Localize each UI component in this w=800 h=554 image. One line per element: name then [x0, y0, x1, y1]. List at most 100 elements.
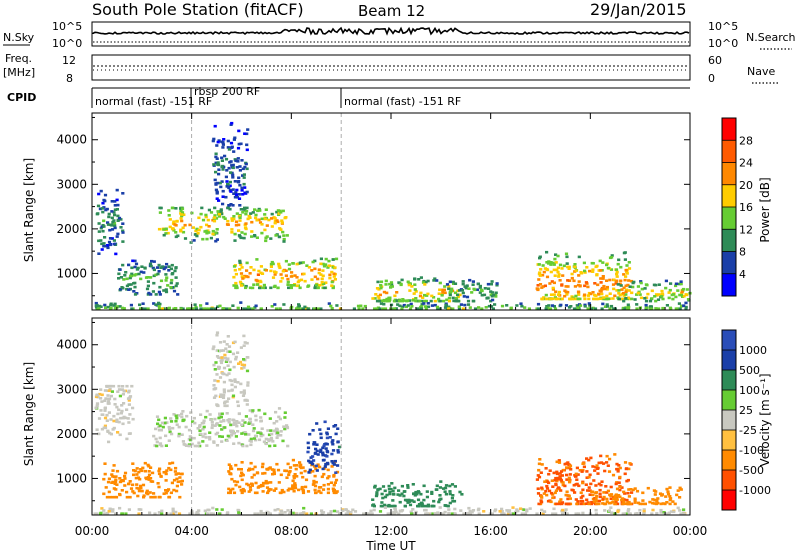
heatmap-cell: [432, 499, 436, 503]
heatmap-cell: [261, 286, 265, 290]
heatmap-cell: [245, 190, 249, 194]
heatmap-cell: [433, 303, 437, 307]
heatmap-cell: [107, 440, 111, 444]
heatmap-cell: [222, 366, 227, 370]
heatmap-cell: [312, 481, 316, 485]
heatmap-cell: [249, 437, 253, 441]
heatmap-cell: [611, 500, 615, 504]
heatmap-cell: [184, 444, 189, 447]
heatmap-cell: [332, 483, 336, 487]
heatmap-cell: [626, 283, 630, 287]
heatmap-cell: [97, 307, 101, 310]
heatmap-cell: [119, 226, 123, 229]
heatmap-cell: [551, 261, 555, 265]
heatmap-cell: [612, 497, 616, 501]
heatmap-cell: [237, 193, 241, 196]
heatmap-cell: [181, 307, 185, 310]
heatmap-cell: [149, 264, 153, 268]
heatmap-cell: [98, 392, 102, 396]
heatmap-cell: [601, 497, 605, 501]
heatmap-cell: [228, 491, 232, 495]
heatmap-cell: [184, 425, 188, 429]
heatmap-cell: [181, 440, 185, 443]
heatmap-cell: [297, 304, 301, 308]
heatmap-cell: [627, 502, 631, 506]
heatmap-cell: [567, 502, 571, 506]
heatmap-cell: [174, 207, 178, 210]
heatmap-cell: [128, 276, 132, 280]
heatmap-cell: [259, 271, 263, 275]
heatmap-cell: [430, 490, 434, 494]
heatmap-cell: [219, 208, 223, 211]
heatmap-cell: [242, 236, 246, 240]
heatmap-cell: [403, 498, 408, 502]
heatmap-cell: [493, 303, 497, 306]
heatmap-cell: [277, 481, 281, 484]
heatmap-cell: [480, 293, 484, 297]
heatmap-cell: [136, 266, 140, 270]
heatmap-cell: [262, 440, 266, 444]
heatmap-cell: [242, 182, 246, 186]
heatmap-cell: [331, 286, 335, 290]
heatmap-cell: [135, 268, 139, 271]
nave-label: Nave: [747, 65, 775, 78]
heatmap-cell: [502, 512, 506, 515]
heatmap-cell: [122, 402, 126, 405]
heatmap-cell: [133, 259, 137, 263]
heatmap-cell: [255, 491, 259, 495]
heatmap-cell: [495, 282, 499, 285]
heatmap-cell: [245, 143, 249, 147]
heatmap-cell: [247, 469, 251, 472]
heatmap-cell: [176, 234, 180, 238]
heatmap-cell: [621, 502, 625, 506]
heatmap-cell: [239, 391, 243, 394]
heatmap-cell: [276, 508, 280, 511]
heatmap-cell: [213, 206, 217, 210]
heatmap-cell: [507, 510, 511, 514]
heatmap-cell: [324, 257, 328, 261]
heatmap-cell: [611, 297, 615, 300]
heatmap-cell: [644, 299, 649, 303]
heatmap-cell: [410, 285, 414, 288]
heatmap-cell: [127, 403, 131, 406]
heatmap-cell: [214, 231, 218, 234]
heatmap-cell: [554, 261, 558, 264]
heatmap-cell: [270, 212, 274, 216]
heatmap-cell: [245, 341, 249, 345]
heatmap-cell: [628, 512, 632, 515]
heatmap-cell: [255, 218, 259, 222]
heatmap-cell: [418, 294, 423, 298]
heatmap-cell: [236, 400, 240, 404]
heatmap-cell: [148, 262, 153, 266]
heatmap-cell: [636, 501, 641, 505]
heatmap-cell: [210, 423, 215, 427]
heatmap-cell: [614, 493, 618, 496]
heatmap-cell: [568, 279, 572, 282]
heatmap-cell: [191, 420, 195, 423]
heatmap-cell: [129, 274, 133, 278]
heatmap-cell: [631, 281, 635, 285]
heatmap-cell: [174, 266, 178, 270]
heatmap-cell: [239, 489, 243, 492]
heatmap-cell: [316, 277, 320, 281]
heatmap-cell: [240, 159, 244, 162]
heatmap-cell: [218, 414, 222, 417]
heatmap-cell: [167, 269, 171, 272]
heatmap-cell: [164, 491, 168, 495]
heatmap-cell: [319, 448, 323, 452]
heatmap-cell: [244, 433, 248, 436]
heatmap-cell: [542, 510, 546, 513]
heatmap-cell: [277, 212, 281, 215]
heatmap-cell: [311, 260, 315, 264]
heatmap-cell: [247, 490, 251, 493]
heatmap-cell: [252, 473, 256, 477]
heatmap-cell: [406, 280, 410, 284]
heatmap-cell: [116, 232, 120, 236]
heatmap-cell: [226, 219, 230, 223]
heatmap-cell: [244, 192, 248, 195]
heatmap-cell: [574, 269, 578, 272]
heatmap-cell: [608, 278, 612, 282]
heatmap-cell: [548, 489, 552, 493]
heatmap-cell: [653, 295, 657, 298]
